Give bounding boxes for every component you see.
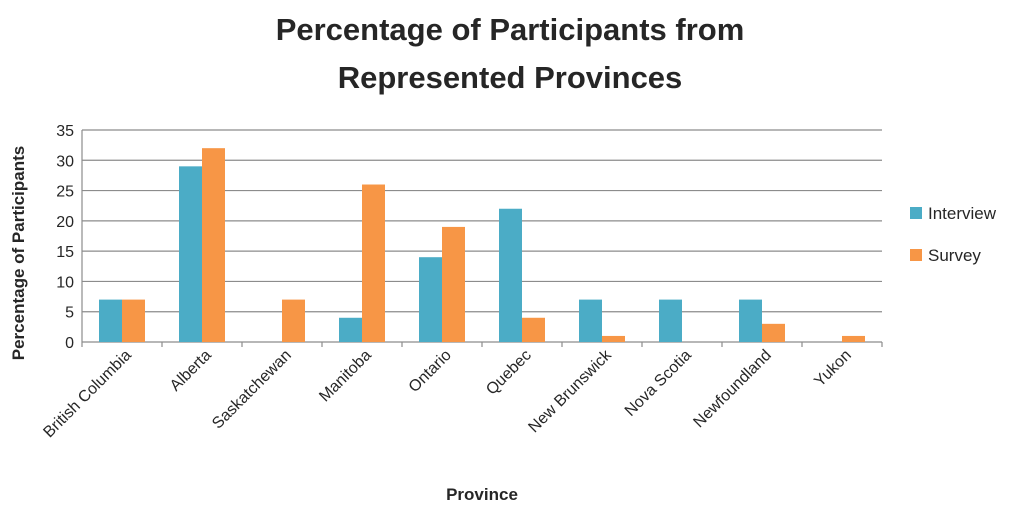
- x-tick-label: Nova Scotia: [622, 347, 695, 420]
- bar-survey: [282, 299, 305, 342]
- bar-survey: [362, 184, 385, 342]
- y-tick-label: 10: [56, 274, 74, 291]
- bar-survey: [442, 226, 465, 342]
- x-tick-label: Newfoundland: [690, 347, 774, 431]
- x-tick-label: Yukon: [811, 347, 854, 390]
- bar-survey: [842, 335, 865, 342]
- bar-interview: [419, 257, 442, 342]
- x-tick-label: Saskatchewan: [209, 347, 295, 433]
- legend: Interview Survey: [910, 204, 997, 265]
- chart-title-line-2: Represented Provinces: [338, 60, 683, 95]
- bar-interview: [99, 299, 122, 342]
- bar-interview: [739, 299, 762, 342]
- x-axis-title: Province: [446, 485, 518, 504]
- bar-survey: [762, 323, 785, 342]
- bar-interview: [659, 299, 682, 342]
- chart-title-line-1: Percentage of Participants from: [276, 12, 745, 47]
- y-tick-label: 20: [56, 214, 74, 231]
- y-tick-label: 25: [56, 184, 74, 201]
- bars: [99, 148, 865, 342]
- bar-interview: [499, 208, 522, 342]
- x-tick-label: Manitoba: [316, 347, 375, 406]
- legend-swatch-interview: [910, 207, 922, 219]
- y-tick-label: 0: [65, 335, 74, 352]
- bar-interview: [339, 317, 362, 342]
- bar-survey: [202, 148, 225, 342]
- bar-survey: [122, 299, 145, 342]
- bar-interview: [579, 299, 602, 342]
- x-tick-label: New Brunswick: [525, 346, 615, 436]
- x-tick-label: Quebec: [483, 347, 535, 399]
- x-tick-label: Ontario: [406, 347, 455, 396]
- bar-interview: [179, 166, 202, 342]
- legend-label-survey: Survey: [928, 246, 981, 265]
- y-tick-label: 15: [56, 244, 74, 261]
- y-tick-label: 5: [65, 305, 74, 322]
- legend-swatch-survey: [910, 249, 922, 261]
- x-tick-label: British Columbia: [40, 347, 134, 441]
- y-axis-tick-labels: 0 5 10 15 20 25 30 35: [56, 123, 74, 352]
- legend-label-interview: Interview: [928, 204, 997, 223]
- y-tick-label: 35: [56, 123, 74, 140]
- bar-survey: [522, 317, 545, 342]
- y-tick-label: 30: [56, 153, 74, 170]
- x-tick-label: Alberta: [167, 347, 215, 395]
- bar-survey: [602, 335, 625, 342]
- y-axis-title: Percentage of Participants: [9, 146, 28, 360]
